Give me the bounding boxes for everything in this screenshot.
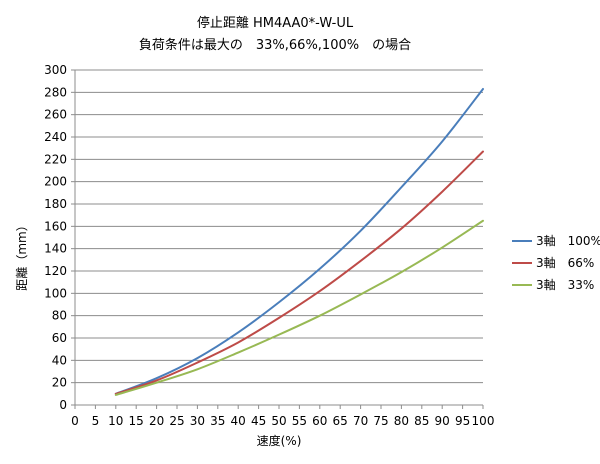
x-tick-label: 30 [190, 414, 205, 428]
legend-label: 3軸 100% [536, 234, 600, 248]
x-tick-label: 70 [353, 414, 368, 428]
series-lines [114, 87, 484, 396]
y-tick-label: 240 [44, 130, 67, 144]
x-tick-label: 75 [373, 414, 388, 428]
x-tick-label: 25 [169, 414, 184, 428]
y-tick-label: 140 [44, 242, 67, 256]
y-tick-label: 100 [44, 286, 67, 300]
x-tick-label: 20 [149, 414, 164, 428]
legend: 3軸 100% 3軸 66% 3軸 33% [512, 234, 600, 292]
x-tick-label: 50 [271, 414, 286, 428]
y-tick-label: 160 [44, 219, 67, 233]
x-tick-label: 10 [108, 414, 123, 428]
series-line-2 [114, 219, 484, 396]
x-tick-labels: 0 5 10 15 20 25 30 35 40 45 50 55 60 65 70 75 80 85 90 95 10… [71, 414, 494, 428]
y-tick-label: 80 [52, 309, 67, 323]
axes [71, 69, 484, 409]
y-tick-label: 40 [52, 353, 67, 367]
x-tick-label: 5 [92, 414, 100, 428]
x-tick-label: 55 [292, 414, 307, 428]
x-tick-label: 45 [251, 414, 266, 428]
x-tick-label: 65 [333, 414, 348, 428]
x-tick-label: 80 [394, 414, 409, 428]
chart-title: 停止距離 HM4AA0*-W-UL [197, 15, 354, 31]
y-tick-label: 0 [59, 398, 67, 412]
series-line-1 [114, 150, 484, 395]
y-tick-label: 220 [44, 152, 67, 166]
y-tick-label: 60 [52, 331, 67, 345]
legend-label: 3軸 33% [536, 278, 594, 292]
x-tick-label: 15 [129, 414, 144, 428]
x-axis-label: 速度(%) [257, 433, 302, 448]
x-tick-label: 0 [71, 414, 79, 428]
x-tick-label: 85 [414, 414, 429, 428]
y-tick-label: 20 [52, 376, 67, 390]
x-tick-label: 95 [455, 414, 470, 428]
y-tick-label: 120 [44, 264, 67, 278]
x-tick-label: 60 [312, 414, 327, 428]
gridlines [75, 69, 483, 384]
y-tick-label: 180 [44, 197, 67, 211]
y-tick-label: 260 [44, 108, 67, 122]
y-tick-label: 300 [44, 63, 67, 77]
chart-subtitle: 負荷条件は最大の 33%,66%,100% の場合 [139, 37, 411, 53]
x-tick-label: 35 [210, 414, 225, 428]
x-tick-label: 90 [435, 414, 450, 428]
legend-label: 3軸 66% [536, 256, 594, 270]
x-tick-label: 100 [472, 414, 495, 428]
y-axis-label: 距離（mm） [15, 219, 29, 290]
y-tick-labels: 0 20 40 60 80 100 120 140 160 180 200 220 240 260 280 3… [44, 63, 67, 412]
y-tick-label: 200 [44, 175, 67, 189]
x-tick-label: 40 [231, 414, 246, 428]
y-tick-label: 280 [44, 85, 67, 99]
series-line-0 [114, 87, 484, 395]
